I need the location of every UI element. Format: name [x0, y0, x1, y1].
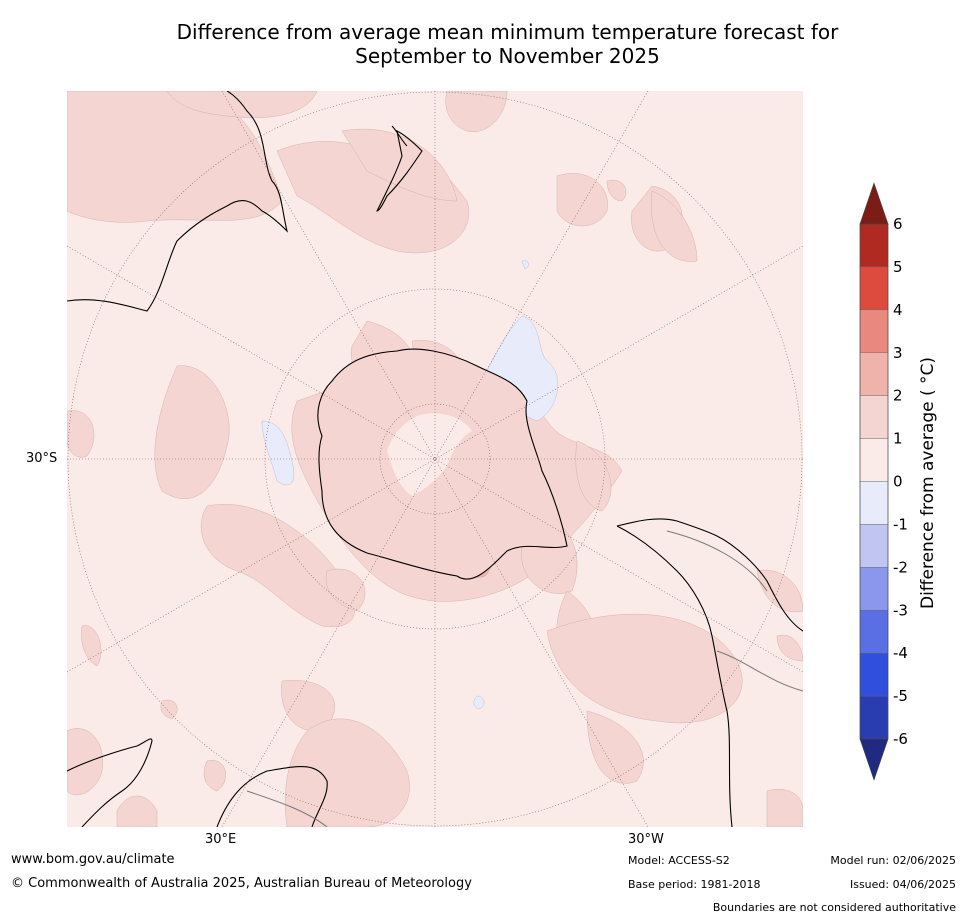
longitude-label-30w: 30°W [628, 832, 664, 847]
colorbar-tick-label: -3 [893, 601, 908, 619]
model-text: Model: ACCESS-S2 [628, 854, 730, 867]
disclaimer-text: Boundaries are not considered authoritat… [712, 901, 956, 914]
colorbar-bin [859, 395, 889, 439]
colorbar-tick-label: -4 [893, 644, 908, 662]
colorbar-bin [859, 266, 889, 311]
colorbar-tick-label: 5 [893, 258, 903, 276]
colorbar-bin [859, 524, 889, 568]
colorbar-tick-label: 1 [893, 430, 903, 448]
country-borders [246, 530, 803, 827]
colorbar-tick-label: -6 [893, 730, 908, 748]
colorbar-tick-label: 6 [893, 215, 903, 233]
colorbar-tick-label: 3 [893, 344, 903, 362]
colorbar-tick-label: 0 [893, 473, 903, 491]
copyright-text: © Commonwealth of Australia 2025, Austra… [11, 876, 472, 891]
colorbar-tick-label: -5 [893, 687, 908, 705]
colorbar-bins [859, 223, 889, 740]
colorbar-tick-labels: 6 5 4 3 2 1 0 -1 -2 -3 -4 -5 -6 [893, 215, 908, 748]
colorbar-bin [859, 352, 889, 396]
issued-text: Issued: 04/06/2025 [849, 878, 956, 891]
longitude-label-30e: 30°E [205, 832, 237, 847]
model-run-text: Model run: 02/06/2025 [830, 854, 956, 867]
latitude-label: 30°S [26, 451, 58, 466]
colorbar-tick-label: 4 [893, 301, 903, 319]
colorbar-over-arrow [859, 182, 889, 225]
colorbar-bin [859, 695, 889, 740]
colorbar-bin [859, 481, 889, 525]
polar-map [67, 91, 803, 827]
colorbar-title: Difference from average ( °C) [918, 356, 938, 610]
colorbar-bin [859, 223, 889, 268]
colorbar-tick-label: -1 [893, 515, 908, 533]
colorbar-bin [859, 438, 889, 482]
colorbar-under-arrow [859, 738, 889, 781]
colorbar-bin [859, 652, 889, 697]
graticule [67, 91, 803, 827]
colorbar-bin [859, 309, 889, 353]
colorbar-tick-label: 2 [893, 387, 903, 405]
title-line-1: Difference from average mean minimum tem… [176, 20, 839, 44]
colorbar-tick-label: -2 [893, 558, 908, 576]
title-line-2: September to November 2025 [355, 44, 660, 68]
colorbar: 6 5 4 3 2 1 0 -1 -2 -3 -4 -5 -6 [859, 182, 908, 781]
map-title: Difference from average mean minimum tem… [0, 20, 965, 68]
colorbar-bin [859, 610, 889, 654]
colorbar-bin [859, 567, 889, 611]
base-period-text: Base period: 1981-2018 [628, 878, 761, 891]
website-link[interactable]: www.bom.gov.au/climate [11, 852, 175, 867]
